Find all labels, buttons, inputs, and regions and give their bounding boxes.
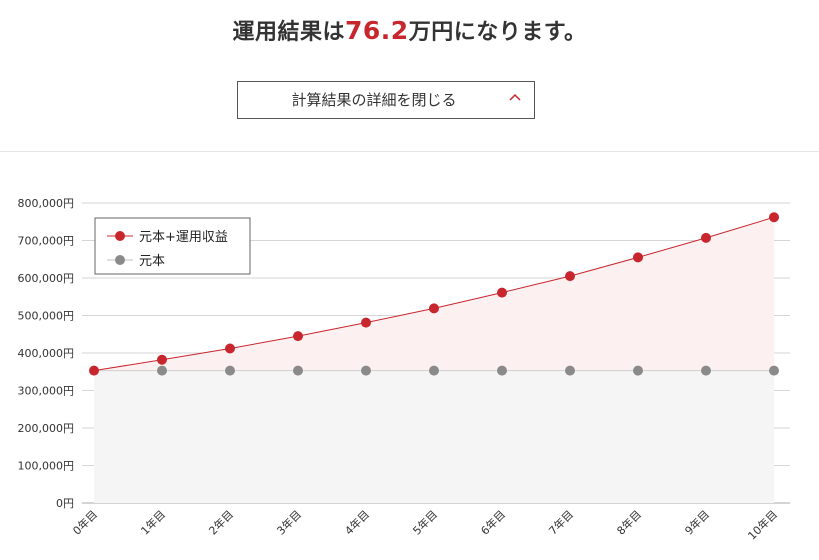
x-tick-label: 7年目 <box>546 507 576 537</box>
data-point-total <box>429 303 439 314</box>
x-tick-label: 8年目 <box>614 507 644 537</box>
y-tick-label: 0円 <box>56 497 74 510</box>
summary-suffix: 万円になります。 <box>408 20 587 45</box>
summary-prefix: 運用結果は <box>232 20 345 45</box>
x-tick-label: 9年目 <box>682 507 712 537</box>
data-point-principal <box>225 365 235 376</box>
data-point-principal <box>429 365 439 376</box>
legend-label-principal: 元本 <box>139 254 165 269</box>
data-point-principal <box>701 365 711 376</box>
data-point-total <box>633 252 643 263</box>
x-tick-label: 6年目 <box>478 507 508 537</box>
x-tick-label: 4年目 <box>342 507 372 537</box>
chart-points <box>89 212 779 376</box>
y-tick-label: 200,000円 <box>18 422 75 435</box>
legend-frame <box>94 217 251 275</box>
x-tick-label: 1年目 <box>138 507 168 537</box>
result-amount: 76.2 <box>345 16 409 45</box>
x-tick-label: 2年目 <box>206 507 236 537</box>
data-point-principal <box>769 365 779 376</box>
data-point-principal <box>157 365 167 376</box>
data-point-total <box>361 317 371 328</box>
x-axis: 0年目 1年目 2年目 3年目 4年目 5年目 6年目 7年目 8年目 9年目 10年目 <box>70 507 780 542</box>
y-tick-label: 600,000円 <box>18 272 75 285</box>
data-point-total <box>701 232 711 243</box>
y-tick-label: 400,000円 <box>18 347 75 360</box>
section-divider <box>0 151 819 152</box>
data-point-total <box>769 212 779 223</box>
x-tick-label: 10年目 <box>745 507 780 542</box>
y-axis: 0円 100,000円 200,000円 300,000円 400,000円 500,00… <box>18 197 75 510</box>
chevron-up-icon <box>509 93 521 101</box>
x-tick-label: 0年目 <box>70 507 100 537</box>
data-point-total <box>225 343 235 354</box>
data-point-principal <box>497 365 507 376</box>
close-details-label: 計算結果の詳細を閉じる <box>291 91 457 109</box>
x-tick-label: 3年目 <box>274 507 304 537</box>
chart-areas <box>94 217 774 503</box>
data-point-total <box>565 271 575 282</box>
y-tick-label: 100,000円 <box>18 460 75 473</box>
series-area-total <box>94 217 774 371</box>
y-tick-label: 300,000円 <box>18 385 75 398</box>
data-point-total <box>89 365 99 376</box>
data-point-total <box>157 354 167 365</box>
legend-marker-total <box>115 231 125 241</box>
data-point-total <box>293 331 303 342</box>
data-point-principal <box>361 365 371 376</box>
y-tick-label: 700,000円 <box>18 235 75 248</box>
result-summary: 運用結果は76.2万円になります。 <box>0 14 819 46</box>
y-tick-label: 500,000円 <box>18 310 75 323</box>
data-point-principal <box>293 365 303 376</box>
asset-growth-chart: 0円 100,000円 200,000円 300,000円 400,000円 500,00… <box>18 197 790 543</box>
series-area-principal <box>94 370 774 503</box>
data-point-principal <box>565 365 575 376</box>
data-point-total <box>497 287 507 298</box>
legend-marker-principal <box>115 255 125 265</box>
y-tick-label: 800,000円 <box>18 197 75 210</box>
legend-label-total: 元本+運用収益 <box>139 230 228 245</box>
x-tick-label: 5年目 <box>410 507 440 537</box>
data-point-principal <box>633 365 643 376</box>
close-details-button[interactable]: 計算結果の詳細を閉じる <box>237 81 535 119</box>
